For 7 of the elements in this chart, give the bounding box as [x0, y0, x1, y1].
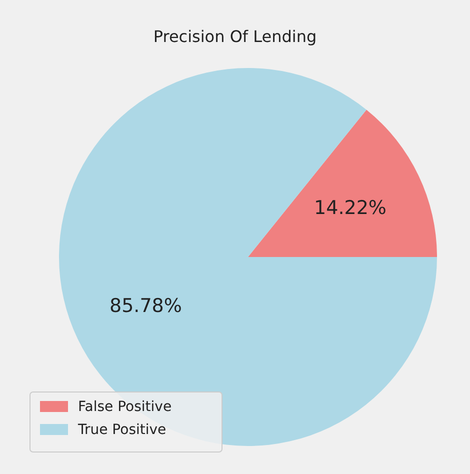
chart-title: Precision Of Lending: [153, 27, 317, 46]
data-label: 85.78%: [110, 294, 182, 317]
pie-slice: [59, 68, 437, 446]
legend-label: True Positive: [77, 422, 166, 438]
pie-slice: [248, 110, 437, 257]
data-label: 14.22%: [314, 197, 386, 220]
legend-label: False Positive: [78, 399, 172, 415]
